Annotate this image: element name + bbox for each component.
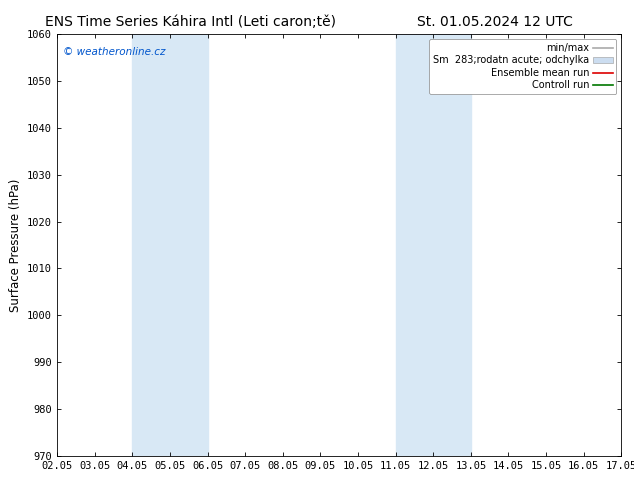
Bar bbox=[396, 34, 471, 456]
Legend: min/max, Sm  283;rodatn acute; odchylka, Ensemble mean run, Controll run: min/max, Sm 283;rodatn acute; odchylka, … bbox=[429, 39, 616, 94]
Text: ENS Time Series Káhira Intl (Leti caron;tě): ENS Time Series Káhira Intl (Leti caron;… bbox=[45, 15, 335, 29]
Y-axis label: Surface Pressure (hPa): Surface Pressure (hPa) bbox=[9, 178, 22, 312]
Bar bbox=[133, 34, 207, 456]
Text: St. 01.05.2024 12 UTC: St. 01.05.2024 12 UTC bbox=[417, 15, 573, 29]
Text: © weatheronline.cz: © weatheronline.cz bbox=[63, 47, 165, 57]
